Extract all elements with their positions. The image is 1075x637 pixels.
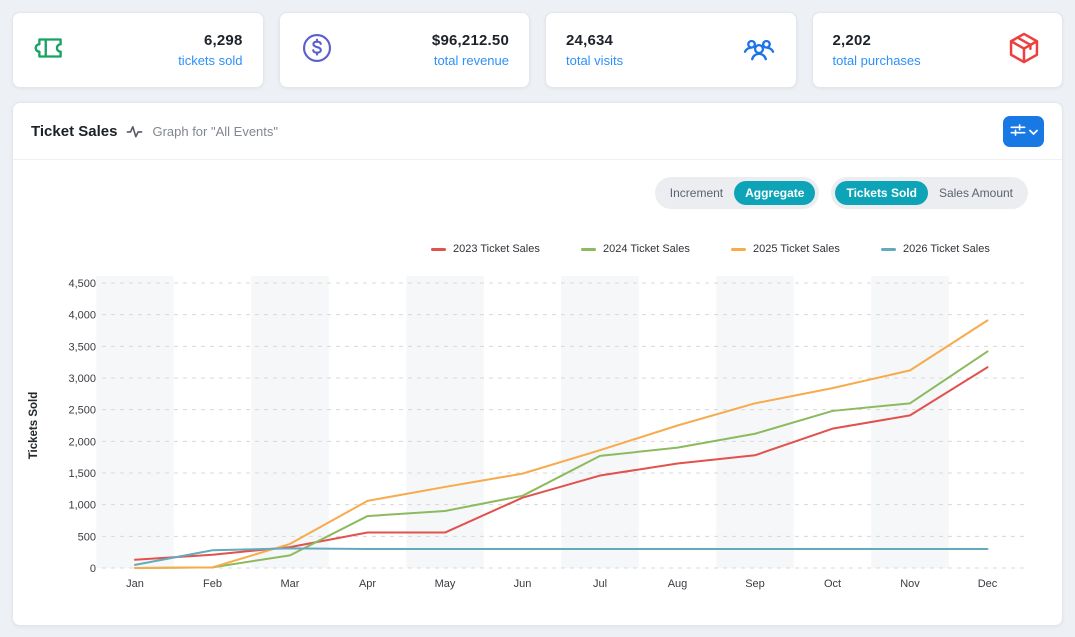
stats-cards-row: 6,298 tickets sold $96,212.50 total reve… (0, 0, 1075, 88)
y-axis-title: Tickets Sold (28, 392, 40, 460)
toggle-increment[interactable]: Increment (669, 186, 724, 200)
x-tick-label: Nov (900, 578, 920, 590)
stat-label: tickets sold (178, 53, 243, 68)
sliders-icon (1010, 123, 1026, 140)
x-tick-label: Jul (593, 578, 607, 590)
x-tick-label: Sep (745, 578, 765, 590)
toggle-aggregate[interactable]: Aggregate (734, 181, 816, 205)
y-tick-label: 2,000 (68, 436, 96, 448)
x-tick-label: May (435, 578, 456, 590)
stat-label: total revenue (433, 53, 509, 68)
panel-divider (13, 159, 1062, 160)
series-line-2024-ticket-sales (134, 350, 989, 569)
activity-icon (126, 123, 143, 140)
chart-legend: 2023 Ticket Sales 2024 Ticket Sales 2025 T… (13, 241, 1062, 257)
panel-title: Ticket Sales (31, 122, 118, 140)
y-tick-label: 1,000 (68, 500, 96, 512)
month-band (251, 276, 329, 568)
stat-value: $96,212.50 (431, 32, 509, 49)
stat-label: total visits (566, 53, 624, 68)
x-tick-label: Aug (668, 578, 688, 590)
y-tick-label: 0 (90, 563, 96, 575)
stat-value: 24,634 (566, 32, 614, 49)
panel-header: Ticket Sales Graph for "All Events" (13, 103, 1062, 159)
y-tick-label: 3,500 (68, 341, 96, 353)
chart-area: 0 500 1,000 1,500 2,000 2,500 3,000 3,500 4,000 4… (13, 273, 1062, 608)
y-tick-label: 3,000 (68, 373, 96, 385)
chart-controls: Increment Aggregate Tickets Sold Sales A… (13, 177, 1062, 209)
y-tick-label: 1,500 (68, 468, 96, 480)
y-tick-label: 500 (78, 531, 96, 543)
month-band (871, 276, 949, 568)
x-tick-label: Apr (359, 578, 376, 590)
x-tick-label: Feb (203, 578, 222, 590)
toggle-tickets-sold[interactable]: Tickets Sold (835, 181, 928, 205)
x-tick-label: Jan (126, 578, 144, 590)
x-tick-label: Dec (978, 578, 998, 590)
x-tick-label: Mar (281, 578, 300, 590)
x-tick-label: Oct (824, 578, 841, 590)
legend-item[interactable]: 2026 Ticket Sales (881, 243, 1031, 255)
package-icon (1006, 30, 1042, 71)
card-tickets-sold: 6,298 tickets sold (12, 12, 264, 88)
legend-item[interactable]: 2024 Ticket Sales (581, 243, 731, 255)
legend-swatch (881, 247, 896, 251)
toggle-sales-amount[interactable]: Sales Amount (938, 186, 1013, 200)
y-tick-label: 2,500 (68, 405, 96, 417)
legend-label: 2023 Ticket Sales (453, 243, 540, 255)
legend-swatch (731, 247, 746, 251)
line-chart: 0 500 1,000 1,500 2,000 2,500 3,000 3,500 4,000 4… (28, 276, 1029, 590)
stat-value: 6,298 (203, 32, 243, 49)
x-tick-label: Jun (514, 578, 532, 590)
panel-subtitle: Graph for "All Events" (152, 123, 279, 139)
legend-item[interactable]: 2025 Ticket Sales (731, 243, 881, 255)
card-total-purchases: 2,202 total purchases (811, 12, 1063, 88)
series-line-2026-ticket-sales (134, 547, 989, 566)
users-icon (742, 31, 776, 70)
metric-toggle-group: Tickets Sold Sales Amount (831, 177, 1028, 209)
month-band (716, 276, 794, 568)
month-band (561, 276, 639, 568)
stat-label: total purchases (832, 53, 921, 68)
legend-swatch (581, 247, 596, 251)
stat-value: 2,202 (832, 32, 872, 49)
month-band (96, 276, 174, 568)
chart-settings-button[interactable] (1003, 115, 1044, 147)
legend-swatch (431, 247, 446, 251)
chevron-down-icon (1028, 124, 1038, 139)
ticket-icon (33, 31, 67, 70)
y-tick-label: 4,500 (68, 278, 96, 290)
card-total-revenue: $96,212.50 total revenue (278, 12, 530, 88)
legend-item[interactable]: 2023 Ticket Sales (431, 243, 581, 255)
y-tick-label: 4,000 (68, 310, 96, 322)
legend-label: 2024 Ticket Sales (603, 243, 690, 255)
legend-label: 2025 Ticket Sales (753, 243, 840, 255)
dollar-icon (300, 31, 334, 70)
mode-toggle-group: Increment Aggregate (654, 177, 820, 209)
month-band (406, 276, 484, 568)
card-total-visits: 24,634 total visits (545, 12, 797, 88)
legend-label: 2026 Ticket Sales (903, 243, 990, 255)
ticket-sales-panel: Ticket Sales Graph for "All Events" (12, 102, 1063, 626)
